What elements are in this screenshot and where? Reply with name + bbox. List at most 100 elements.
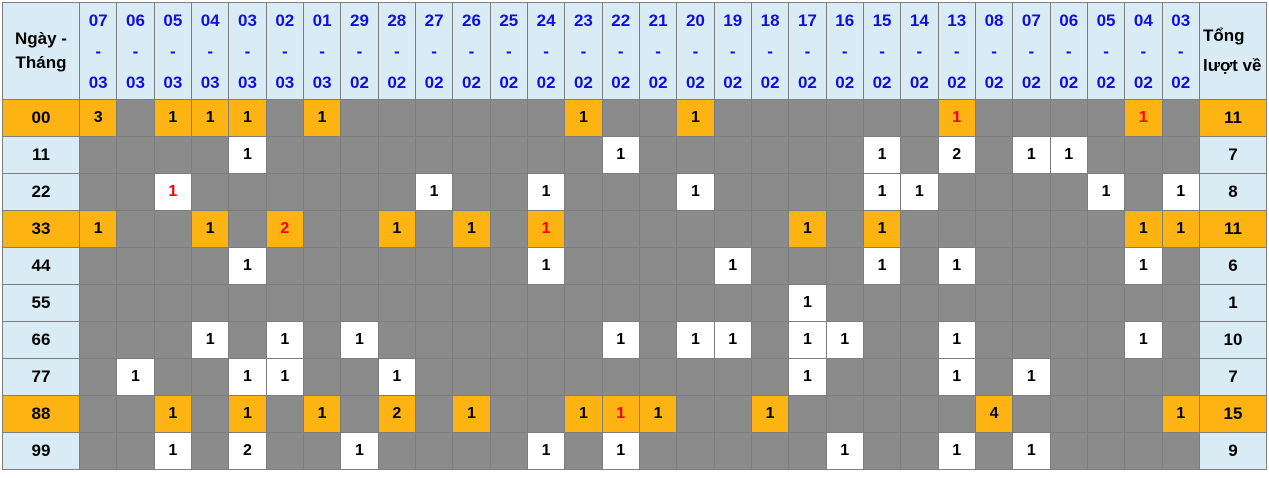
empty-cell — [1049, 358, 1088, 396]
empty-cell — [862, 358, 902, 396]
count-cell: 1 — [1086, 173, 1126, 211]
col-month: 02 — [1171, 72, 1191, 92]
col-day: 24 — [536, 10, 556, 30]
col-header-06-02: 06 - 02 — [1049, 2, 1088, 100]
col-day: 29 — [350, 10, 369, 30]
empty-cell — [489, 210, 528, 248]
count-cell: 1 — [526, 210, 566, 248]
col-header-03-02: 03 - 02 — [1161, 2, 1201, 100]
col-day: 07 — [88, 10, 108, 30]
empty-cell — [377, 136, 416, 174]
col-dash: - — [767, 41, 773, 61]
col-day: 03 — [1171, 10, 1191, 30]
count-cell: 1 — [564, 99, 603, 137]
empty-cell — [974, 99, 1014, 137]
row-total-77: 7 — [1199, 358, 1267, 396]
col-day: 06 — [126, 10, 145, 30]
empty-cell — [190, 173, 230, 211]
count-cell: 1 — [340, 321, 379, 359]
empty-cell — [1124, 136, 1163, 174]
col-header-28-02: 28 - 02 — [377, 2, 416, 100]
row-total-33: 11 — [1199, 210, 1267, 248]
empty-cell — [564, 247, 603, 285]
col-header-01-03: 01 - 03 — [302, 2, 342, 100]
empty-cell — [862, 395, 902, 433]
empty-cell — [414, 321, 454, 359]
col-dash: - — [617, 41, 624, 61]
empty-cell — [452, 284, 491, 322]
row-total-11: 7 — [1199, 136, 1267, 174]
empty-cell — [228, 173, 267, 211]
empty-cell — [1086, 395, 1126, 433]
empty-cell — [825, 358, 864, 396]
count-cell: 1 — [788, 321, 827, 359]
col-day: 02 — [275, 10, 295, 30]
empty-cell — [1012, 210, 1051, 248]
empty-cell — [452, 321, 491, 359]
empty-cell — [377, 247, 416, 285]
col-day: 05 — [163, 10, 183, 30]
empty-cell — [676, 247, 715, 285]
count-cell: 2 — [228, 432, 267, 470]
empty-cell — [825, 284, 864, 322]
empty-cell — [750, 247, 790, 285]
empty-cell — [1086, 99, 1126, 137]
row-total-99: 9 — [1199, 432, 1267, 470]
col-month: 03 — [312, 72, 332, 92]
empty-cell — [1049, 99, 1088, 137]
count-cell: 1 — [228, 99, 267, 137]
empty-cell — [564, 210, 603, 248]
empty-cell — [788, 432, 827, 470]
table-row-22: 22 1 1 1 1 1 1 1 1 8 — [2, 173, 1267, 211]
empty-cell — [750, 432, 790, 470]
col-day: 23 — [573, 10, 593, 30]
empty-cell — [414, 136, 454, 174]
empty-cell — [825, 210, 864, 248]
col-dash: - — [393, 41, 400, 61]
empty-cell — [340, 284, 379, 322]
col-header-07-03: 07 - 03 — [78, 2, 118, 100]
col-day: 15 — [872, 10, 892, 30]
empty-cell — [937, 395, 976, 433]
col-dash: - — [207, 41, 213, 61]
empty-cell — [340, 210, 379, 248]
empty-cell — [489, 136, 528, 174]
empty-cell — [638, 432, 678, 470]
count-cell: 1 — [1124, 247, 1163, 285]
empty-cell — [489, 173, 528, 211]
col-dash: - — [841, 41, 848, 61]
empty-cell — [788, 395, 827, 433]
col-dash: - — [1140, 41, 1147, 61]
count-cell: 1 — [153, 173, 192, 211]
empty-cell — [1012, 284, 1051, 322]
empty-cell — [638, 210, 678, 248]
empty-cell — [116, 321, 155, 359]
empty-cell — [825, 247, 864, 285]
count-cell: 1 — [265, 321, 304, 359]
count-cell: 1 — [1012, 432, 1051, 470]
empty-cell — [116, 210, 155, 248]
count-cell: 1 — [526, 247, 566, 285]
col-header-21-02: 21 - 02 — [638, 2, 678, 100]
count-cell: 1 — [825, 321, 864, 359]
col-day: 01 — [312, 10, 332, 30]
col-day: 07 — [1021, 10, 1041, 30]
col-day: 05 — [1096, 10, 1116, 30]
empty-cell — [1049, 210, 1088, 248]
col-month: 03 — [88, 72, 108, 92]
count-cell: 1 — [676, 173, 715, 211]
empty-cell — [1161, 136, 1201, 174]
table-row-88: 88 1 1 1 2 1 1 1 1 1 4 1 15 — [2, 395, 1267, 433]
col-dash: - — [1065, 41, 1072, 61]
empty-cell — [489, 99, 528, 137]
count-cell: 1 — [1161, 210, 1201, 248]
count-cell: 1 — [526, 432, 566, 470]
empty-cell — [265, 432, 304, 470]
row-total-88: 15 — [1199, 395, 1267, 433]
empty-cell — [713, 99, 752, 137]
empty-cell — [377, 284, 416, 322]
empty-cell — [452, 136, 491, 174]
row-label-66: 66 — [2, 321, 80, 359]
col-dash: - — [655, 41, 661, 61]
col-dash: - — [1177, 41, 1184, 61]
